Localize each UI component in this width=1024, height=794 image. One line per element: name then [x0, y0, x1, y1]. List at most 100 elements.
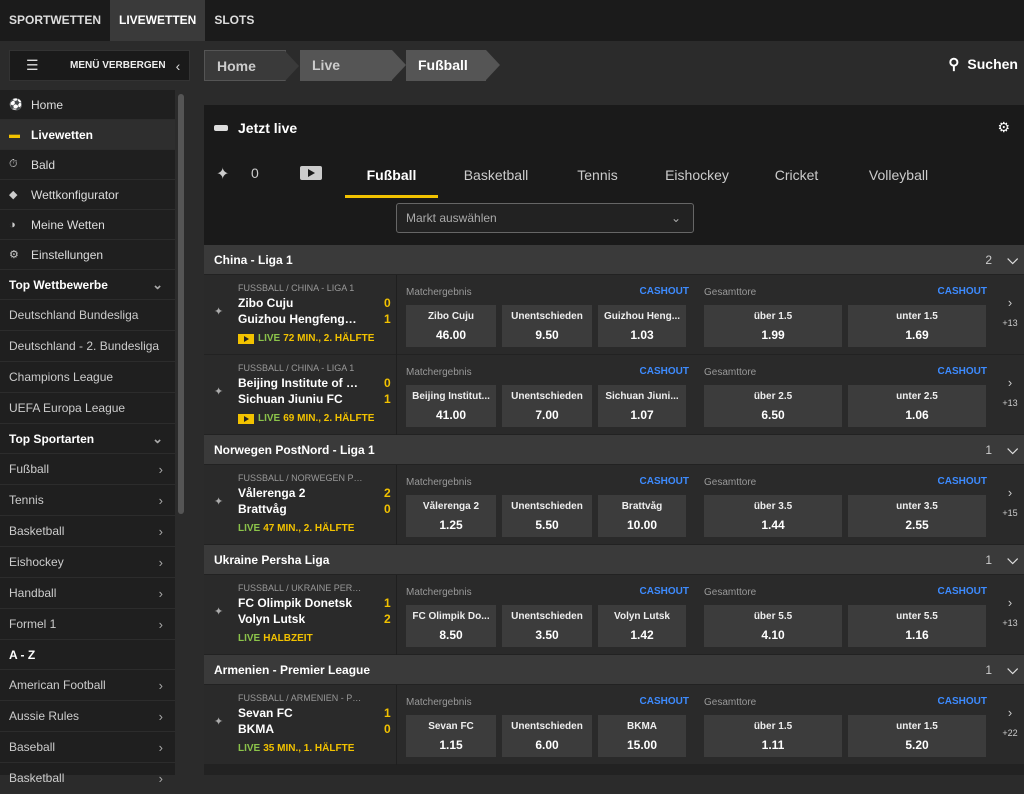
- odd-button[interactable]: über 5.5 4.10: [704, 605, 842, 647]
- more-markets-button[interactable]: › +13: [996, 355, 1024, 435]
- sport-link[interactable]: Formel 1 ›: [0, 609, 175, 640]
- match-info[interactable]: ✦ FUSSBALL / UKRAINE PERSH... FC Olimpik D…: [204, 575, 397, 655]
- odd-button[interactable]: über 1.5 1.99: [704, 305, 842, 347]
- match-info[interactable]: ✦ FUSSBALL / CHINA - LIGA 1 Zibo Cuju Guizh…: [204, 275, 397, 355]
- hide-menu-label: MENÜ VERBERGEN: [70, 60, 166, 71]
- odd-button[interactable]: über 2.5 6.50: [704, 385, 842, 427]
- match-status: LIVE 47 MIN., 2. HÄLFTE: [238, 523, 354, 534]
- sport-link[interactable]: Handball ›: [0, 578, 175, 609]
- league-header[interactable]: China - Liga 1 2 ⌵: [204, 245, 1024, 275]
- tab-livewetten[interactable]: LIVEWETTEN: [110, 0, 206, 41]
- odd-button[interactable]: Sichuan Jiuni... 1.07: [598, 385, 686, 427]
- sport-link[interactable]: Fußball ›: [0, 454, 175, 485]
- match-info[interactable]: ✦ FUSSBALL / CHINA - LIGA 1 Beijing Instit…: [204, 355, 397, 435]
- az-link[interactable]: Basketball ›: [0, 763, 175, 794]
- odd-button[interactable]: Beijing Institut... 41.00: [406, 385, 496, 427]
- match-info[interactable]: ✦ FUSSBALL / NORWEGEN POS... Vålerenga 2 Br…: [204, 465, 397, 545]
- cashout-label: CASHOUT: [937, 286, 987, 297]
- sidebar-item-bald[interactable]: ⏱ Bald: [0, 150, 175, 180]
- top-wettbewerbe-header[interactable]: Top Wettbewerbe ⌄: [0, 270, 175, 300]
- az-link[interactable]: Aussie Rules ›: [0, 701, 175, 732]
- odd-button[interactable]: FC Olimpik Do... 8.50: [406, 605, 496, 647]
- sidebar-scrollbar[interactable]: [178, 94, 184, 514]
- tab-fußball[interactable]: Fußball: [345, 150, 438, 200]
- video-icon[interactable]: [300, 166, 322, 180]
- more-markets-button[interactable]: › +13: [996, 275, 1024, 355]
- odd-button[interactable]: Unentschieden 6.00: [502, 715, 592, 757]
- sidebar-item-einstellungen[interactable]: ⚙ Einstellungen: [0, 240, 175, 270]
- pin-icon[interactable]: ✦: [214, 306, 224, 318]
- odd-button[interactable]: unter 5.5 1.16: [848, 605, 986, 647]
- more-markets-button[interactable]: › +15: [996, 465, 1024, 545]
- sport-link[interactable]: Eishockey ›: [0, 547, 175, 578]
- odd-button[interactable]: Unentschieden 5.50: [502, 495, 592, 537]
- odd-value: 8.50: [439, 628, 463, 642]
- league-header[interactable]: Ukraine Persha Liga 1 ⌵: [204, 545, 1024, 575]
- odd-button[interactable]: über 1.5 1.11: [704, 715, 842, 757]
- pin-icon[interactable]: ✦: [214, 716, 224, 728]
- market-gesamttore: Gesamttore CASHOUT über 5.5 4.10 unter 5.5 1.…: [696, 575, 992, 655]
- tab-slots[interactable]: SLOTS: [214, 13, 255, 27]
- sidebar-item-wettkonfigurator[interactable]: ◆ Wettkonfigurator: [0, 180, 175, 210]
- odd-button[interactable]: unter 3.5 2.55: [848, 495, 986, 537]
- match-info[interactable]: ✦ FUSSBALL / ARMENIEN - PRE... Sevan FC BKM…: [204, 685, 397, 765]
- tab-tennis[interactable]: Tennis: [577, 167, 618, 183]
- odd-button[interactable]: Guizhou Heng... 1.03: [598, 305, 686, 347]
- pin-icon[interactable]: ✦: [214, 606, 224, 618]
- odd-button[interactable]: Vålerenga 2 1.25: [406, 495, 496, 537]
- pin-icon[interactable]: ✦: [214, 386, 224, 398]
- breadcrumb-live[interactable]: Live: [300, 50, 406, 81]
- odd-button[interactable]: über 3.5 1.44: [704, 495, 842, 537]
- top-sportarten-header[interactable]: Top Sportarten ⌄: [0, 424, 175, 454]
- market-select[interactable]: Markt auswählen ⌄: [396, 203, 694, 233]
- tab-cricket[interactable]: Cricket: [774, 167, 819, 183]
- match-status: LIVE 72 MIN., 2. HÄLFTE: [238, 333, 374, 344]
- odd-button[interactable]: Brattvåg 10.00: [598, 495, 686, 537]
- my-bets-icon: ◑: [9, 218, 16, 231]
- odd-button[interactable]: Zibo Cuju 46.00: [406, 305, 496, 347]
- competition-link[interactable]: Deutschland - 2. Bundesliga: [0, 331, 175, 362]
- competition-link[interactable]: Champions League: [0, 362, 175, 393]
- odd-button[interactable]: unter 1.5 1.69: [848, 305, 986, 347]
- league-header[interactable]: Norwegen PostNord - Liga 1 1 ⌵: [204, 435, 1024, 465]
- search-button[interactable]: ⚲ Suchen: [948, 55, 1018, 73]
- gear-icon[interactable]: ⚙: [997, 119, 1010, 135]
- pin-icon[interactable]: ✦: [214, 496, 224, 508]
- az-link[interactable]: American Football ›: [0, 670, 175, 701]
- sport-link[interactable]: Basketball ›: [0, 516, 175, 547]
- market-gesamttore: Gesamttore CASHOUT über 1.5 1.99 unter 1.5 1.…: [696, 275, 992, 355]
- competition-link[interactable]: Deutschland Bundesliga: [0, 300, 175, 331]
- breadcrumb-home[interactable]: Home: [204, 50, 299, 81]
- competition-link[interactable]: UEFA Europa League: [0, 393, 175, 424]
- pin-icon[interactable]: ✦: [216, 166, 230, 183]
- chevron-down-icon: ⌵: [1007, 441, 1018, 457]
- sidebar-item-home[interactable]: ⚽ Home: [0, 90, 175, 120]
- sidebar-item-livewetten[interactable]: ▬ Livewetten: [0, 120, 175, 150]
- odd-button[interactable]: Volyn Lutsk 1.42: [598, 605, 686, 647]
- match-time: 72 MIN., 2. HÄLFTE: [283, 333, 375, 344]
- az-link[interactable]: Baseball ›: [0, 732, 175, 763]
- chevron-down-icon: ⌄: [152, 276, 163, 292]
- az-header: A - Z: [0, 640, 175, 670]
- tab-sportwetten[interactable]: SPORTWETTEN: [9, 13, 101, 27]
- odd-button[interactable]: Sevan FC 1.15: [406, 715, 496, 757]
- gear-icon: ⚙: [9, 249, 19, 261]
- odd-name: Vålerenga 2: [422, 501, 480, 512]
- sport-link[interactable]: Tennis ›: [0, 485, 175, 516]
- odd-button[interactable]: BKMA 15.00: [598, 715, 686, 757]
- sidebar-item-label: Wettkonfigurator: [31, 187, 119, 202]
- odd-button[interactable]: unter 2.5 1.06: [848, 385, 986, 427]
- tab-basketball[interactable]: Basketball: [463, 167, 529, 183]
- sidebar-item-meine-wetten[interactable]: ◑ Meine Wetten: [0, 210, 175, 240]
- hide-menu-button[interactable]: ☰ MENÜ VERBERGEN ‹: [9, 50, 190, 81]
- odd-button[interactable]: Unentschieden 7.00: [502, 385, 592, 427]
- more-markets-button[interactable]: › +13: [996, 575, 1024, 655]
- odd-button[interactable]: Unentschieden 9.50: [502, 305, 592, 347]
- tab-eishockey[interactable]: Eishockey: [665, 167, 729, 183]
- more-markets-button[interactable]: › +22: [996, 685, 1024, 765]
- tab-volleyball[interactable]: Volleyball: [868, 167, 929, 183]
- breadcrumb-fussball[interactable]: Fußball: [406, 50, 500, 81]
- league-header[interactable]: Armenien - Premier League 1 ⌵: [204, 655, 1024, 685]
- odd-button[interactable]: unter 1.5 5.20: [848, 715, 986, 757]
- odd-button[interactable]: Unentschieden 3.50: [502, 605, 592, 647]
